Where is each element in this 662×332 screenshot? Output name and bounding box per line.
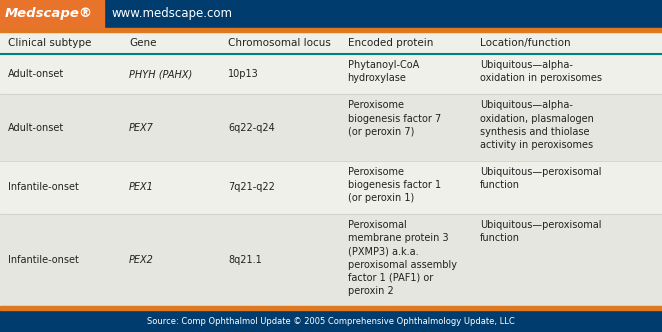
Text: Peroxisome
biogenesis factor 1
(or peroxin 1): Peroxisome biogenesis factor 1 (or perox…	[348, 167, 441, 203]
Text: Medscape®: Medscape®	[5, 8, 93, 21]
Bar	[0, 28, 662, 32]
Text: Encoded protein: Encoded protein	[348, 38, 433, 48]
Text: Adult-onset: Adult-onset	[8, 123, 64, 132]
Bar	[0, 0, 662, 28]
Text: 6q22-q24: 6q22-q24	[228, 123, 275, 132]
Text: 8q21.1: 8q21.1	[228, 255, 262, 265]
Text: 7q21-q22: 7q21-q22	[228, 182, 275, 192]
Text: Peroxisome
biogenesis factor 7
(or peroxin 7): Peroxisome biogenesis factor 7 (or perox…	[348, 101, 441, 137]
Text: Peroxisomal
membrane protein 3
(PXMP3) a.k.a.
peroxisomal assembly
factor 1 (PAF: Peroxisomal membrane protein 3 (PXMP3) a…	[348, 220, 457, 296]
Text: PEX7: PEX7	[129, 123, 154, 132]
Text: Adult-onset: Adult-onset	[8, 69, 64, 79]
Text: Phytanoyl-CoA
hydroxylase: Phytanoyl-CoA hydroxylase	[348, 60, 419, 83]
Text: Ubiquitous—peroxisomal
function: Ubiquitous—peroxisomal function	[480, 220, 602, 243]
Text: PEX1: PEX1	[129, 182, 154, 192]
Text: Clinical subtype: Clinical subtype	[8, 38, 91, 48]
Text: Infantile-onset: Infantile-onset	[8, 255, 79, 265]
Text: 10p13: 10p13	[228, 69, 259, 79]
Bar	[0, 214, 662, 306]
Text: PEX2: PEX2	[129, 255, 154, 265]
Text: Location/function: Location/function	[480, 38, 571, 48]
Text: Chromosomal locus: Chromosomal locus	[228, 38, 331, 48]
Text: Ubiquitous—peroxisomal
function: Ubiquitous—peroxisomal function	[480, 167, 602, 190]
Bar	[0, 0, 104, 28]
Bar	[0, 54, 662, 95]
Bar	[0, 310, 662, 332]
Bar	[0, 161, 662, 214]
Text: www.medscape.com: www.medscape.com	[112, 8, 233, 21]
Bar	[0, 95, 662, 161]
Text: PHYH (PAHX): PHYH (PAHX)	[129, 69, 193, 79]
Text: Source: Comp Ophthalmol Update © 2005 Comprehensive Ophthalmology Update, LLC: Source: Comp Ophthalmol Update © 2005 Co…	[147, 316, 515, 325]
Bar	[0, 306, 662, 310]
Text: Ubiquitous—alpha-
oxidation, plasmalogen
synthesis and thiolase
activity in pero: Ubiquitous—alpha- oxidation, plasmalogen…	[480, 101, 594, 150]
Text: Infantile-onset: Infantile-onset	[8, 182, 79, 192]
Text: Ubiquitous—alpha-
oxidation in peroxisomes: Ubiquitous—alpha- oxidation in peroxisom…	[480, 60, 602, 83]
Text: Gene: Gene	[129, 38, 157, 48]
